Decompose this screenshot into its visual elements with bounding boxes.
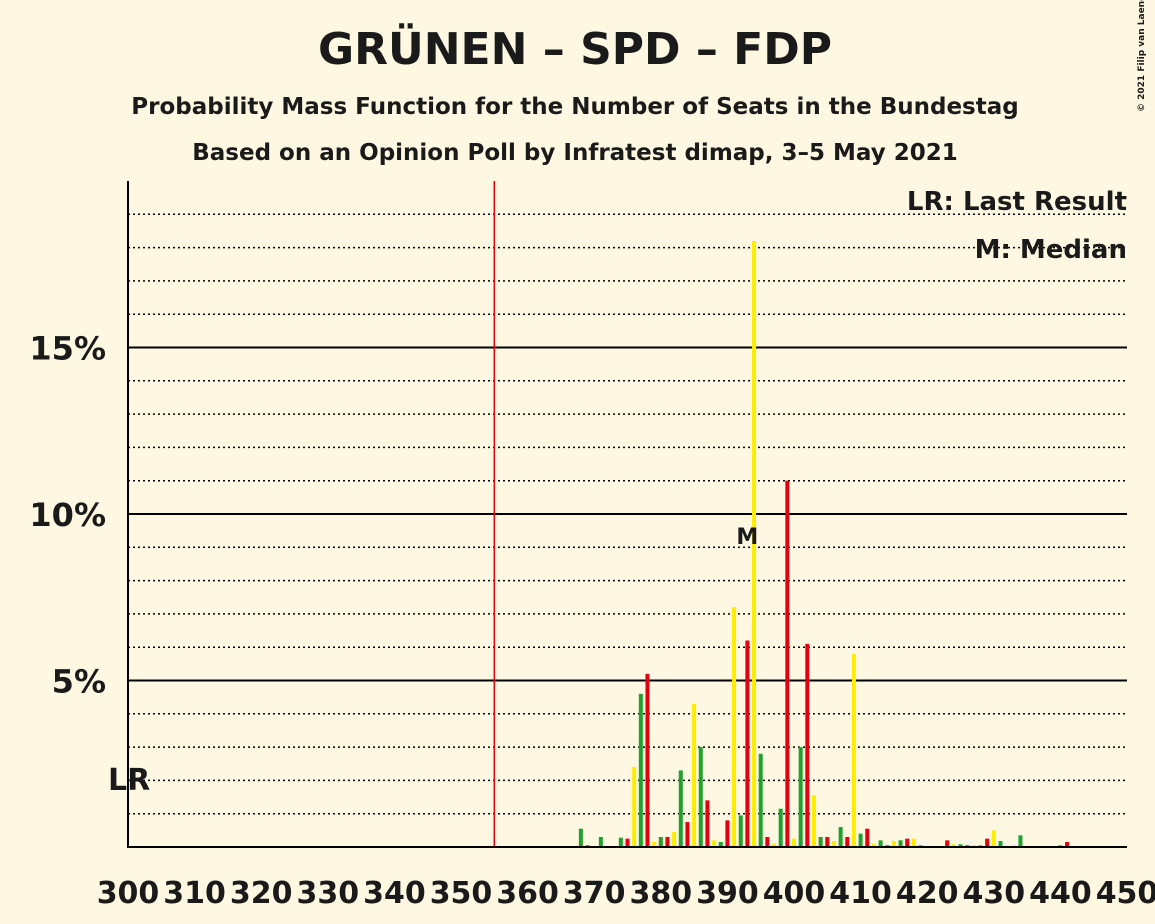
bar — [778, 808, 783, 847]
bar — [985, 838, 990, 847]
bar — [871, 843, 876, 847]
bar — [685, 822, 690, 847]
x-tick-label: 420 — [896, 876, 959, 911]
x-tick-label: 380 — [629, 876, 692, 911]
bars: M — [532, 240, 1116, 847]
bar — [818, 837, 823, 847]
median-marker: M — [736, 525, 758, 550]
bar — [692, 703, 697, 847]
y-tick-labels: 5% 10% 15% — [29, 330, 106, 701]
bar — [765, 837, 770, 847]
y-tick-label: 15% — [29, 330, 106, 368]
bar — [811, 795, 816, 847]
gridlines — [128, 181, 1127, 847]
x-tick-labels: 300 310 320 330 340 350 360 370 380 390 400 410 420 4… — [97, 876, 1155, 911]
bar — [831, 841, 836, 847]
bar — [858, 833, 863, 847]
chart-subtitle-2: Based on an Opinion Poll by Infratest di… — [192, 140, 958, 166]
x-tick-label: 450 — [1096, 876, 1155, 911]
legend-median: M: Median — [975, 235, 1127, 265]
x-tick-label: 370 — [563, 876, 626, 911]
bar — [825, 837, 830, 847]
bar — [758, 753, 763, 847]
bar — [951, 844, 956, 847]
bar — [745, 640, 750, 847]
bar — [712, 840, 717, 847]
bar — [911, 838, 916, 847]
bar — [905, 838, 910, 847]
last-result-label: LR — [108, 763, 150, 798]
bar — [792, 838, 796, 847]
y-tick-label: 5% — [52, 663, 106, 701]
bar — [865, 828, 870, 847]
bar — [678, 770, 683, 847]
bar — [1065, 842, 1070, 847]
chart-title: GRÜNEN – SPD – FDP — [318, 22, 832, 75]
bar — [578, 828, 583, 847]
bar — [991, 830, 996, 847]
x-tick-label: 410 — [829, 876, 892, 911]
bar — [705, 800, 710, 847]
bar — [672, 832, 677, 847]
bar — [805, 643, 810, 847]
x-tick-label: 440 — [1029, 876, 1092, 911]
y-tick-label: 10% — [29, 496, 106, 534]
x-tick-label: 320 — [230, 876, 293, 911]
x-tick-label: 350 — [430, 876, 493, 911]
bar — [652, 842, 657, 847]
bar — [945, 840, 950, 847]
x-tick-label: 300 — [97, 876, 160, 911]
bar — [645, 673, 650, 847]
x-tick-label: 310 — [163, 876, 226, 911]
x-tick-label: 400 — [763, 876, 826, 911]
bar — [625, 838, 630, 847]
bar — [878, 840, 883, 847]
bar — [738, 815, 743, 847]
bar — [618, 837, 623, 847]
bar — [785, 480, 790, 847]
x-tick-label: 360 — [496, 876, 559, 911]
bar — [1018, 835, 1023, 847]
copyright-note: © 2021 Filip van Laenen — [1137, 0, 1147, 112]
bar — [638, 693, 643, 847]
bar — [851, 653, 856, 847]
axes — [127, 181, 1127, 848]
legend-last-result: LR: Last Result — [907, 187, 1127, 217]
bar — [632, 767, 637, 847]
x-tick-label: 390 — [696, 876, 759, 911]
bar — [898, 840, 903, 847]
bar — [732, 607, 737, 847]
bar — [698, 747, 703, 847]
bar — [891, 841, 896, 847]
bar — [845, 837, 850, 847]
bar — [718, 842, 723, 847]
bar — [598, 837, 603, 847]
bar — [725, 820, 730, 847]
x-tick-label: 340 — [363, 876, 426, 911]
bar — [665, 837, 670, 847]
bar — [658, 837, 663, 847]
bar — [772, 843, 777, 847]
bar — [838, 827, 843, 847]
bar — [752, 240, 757, 847]
chart-subtitle: Probability Mass Function for the Number… — [131, 94, 1018, 120]
bar — [798, 747, 803, 847]
bar — [958, 844, 963, 847]
x-tick-label: 430 — [962, 876, 1025, 911]
bar — [998, 841, 1003, 847]
x-tick-label: 330 — [296, 876, 359, 911]
